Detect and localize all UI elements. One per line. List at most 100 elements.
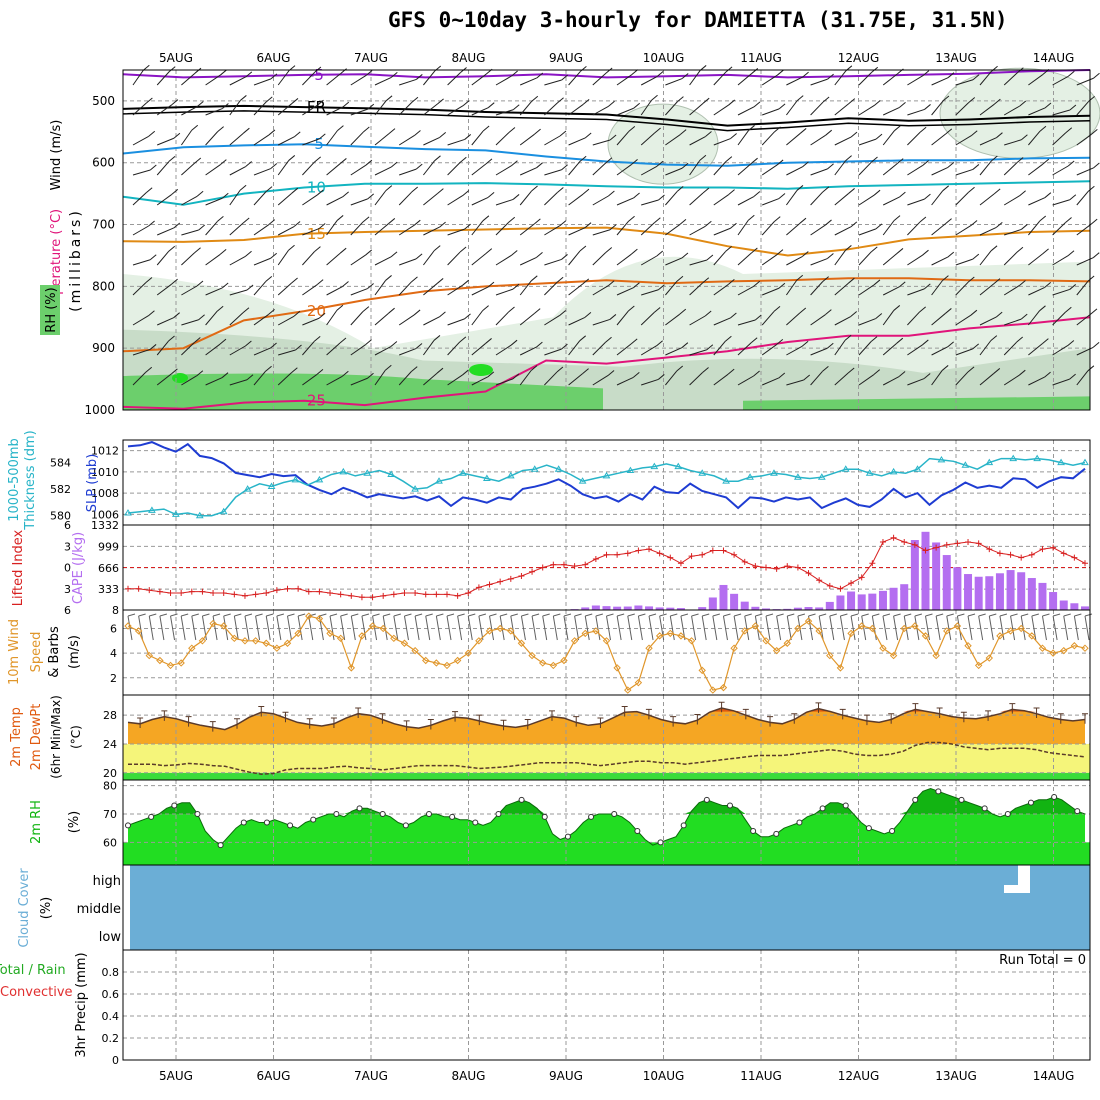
wind-barb-flag: [239, 184, 247, 191]
wind-barb-flag: [270, 252, 278, 259]
li-marker: [529, 568, 536, 575]
wind-barb: [907, 165, 923, 176]
wind-barb: [689, 315, 706, 326]
wind10m-barb-flag: [414, 613, 423, 617]
wind10m-barb-flag: [893, 613, 901, 617]
wind-barb: [689, 372, 703, 386]
wind-barb: [156, 250, 170, 266]
wind-barb: [1076, 370, 1089, 386]
li-marker: [911, 541, 918, 548]
wind-barb-flag: [337, 125, 344, 132]
li-marker: [454, 592, 461, 599]
li-marker: [858, 574, 865, 581]
wind-barb-flag: [246, 374, 254, 381]
wind-barb: [665, 370, 678, 386]
wind-barb-flag: [706, 344, 714, 351]
wind10m-barb-flag: [446, 613, 455, 617]
wind-speed-line: [127, 615, 1086, 691]
wind-barb: [1052, 165, 1069, 176]
wind-barb-flag: [609, 314, 617, 320]
wind-barb: [253, 134, 270, 146]
li-marker: [965, 539, 972, 545]
wind10m-barb: [478, 615, 484, 641]
wind10m-barb-flag: [425, 613, 433, 617]
rh2m-marker: [240, 819, 247, 826]
wind-barb: [132, 259, 151, 266]
wind-barb-flag: [631, 159, 638, 165]
wind-barb-flag: [559, 220, 567, 227]
temp-max-marker: [767, 716, 774, 727]
temp-area: [128, 708, 1085, 744]
wind-barb: [592, 375, 609, 386]
wind-barb-flag: [1042, 248, 1049, 255]
wind-barb: [519, 100, 533, 116]
wind-barb-flag: [702, 277, 710, 284]
thickness-marker: [602, 471, 611, 479]
x-tick-bottom-9AUG: 9AUG: [549, 1069, 583, 1083]
wind-barb: [302, 138, 320, 146]
wind-barb-flag: [922, 249, 929, 256]
li-marker: [975, 540, 982, 547]
wind10m-barb-flag: [670, 613, 678, 617]
wind10m-barb-flag: [351, 613, 359, 617]
wind-barb-flag: [415, 253, 423, 260]
wind-barb: [181, 195, 198, 206]
wind-barb-flag: [1065, 217, 1072, 223]
wind-barb: [544, 281, 558, 296]
wind-barb-flag: [1091, 129, 1098, 135]
thickness-marker: [554, 465, 563, 472]
wind10m-barb-flag: [191, 613, 199, 617]
rh-spot: [469, 364, 493, 376]
wind-barb: [907, 311, 921, 326]
wind10m-barb-flag: [659, 613, 667, 617]
wind-barb-flag: [1044, 102, 1052, 109]
wind-barb: [1052, 255, 1069, 266]
wind-barb-flag: [534, 218, 541, 225]
wind10m-barb-flag: [1021, 613, 1029, 617]
wind-barb: [181, 252, 195, 266]
wind-barb: [616, 253, 632, 266]
wind-barb: [326, 309, 338, 326]
wind-barb: [447, 195, 464, 206]
cape-bar: [698, 607, 707, 610]
wind-barb: [447, 284, 463, 296]
wind-barb-flag: [1069, 104, 1077, 111]
wind-barb-flag: [362, 216, 370, 223]
wind-barb-flag: [1020, 313, 1028, 320]
wind-barb-flag: [268, 309, 275, 315]
wind-barb: [907, 254, 923, 266]
wind-barb-flag: [385, 364, 392, 371]
wind-barb-flag: [365, 159, 373, 166]
wind-barb-flag: [776, 249, 784, 256]
wind-speed-marker: [730, 644, 738, 652]
wind-barb: [399, 78, 417, 86]
wind10m-barb-flag: [266, 613, 274, 617]
temp-max-marker: [282, 711, 289, 723]
wind-barb: [713, 284, 729, 296]
wind-barb: [785, 190, 798, 206]
wind-barb: [907, 75, 924, 86]
wind-barb-flag: [1087, 365, 1095, 372]
wind-barb: [1028, 310, 1040, 326]
wind-speed-marker: [911, 622, 919, 630]
thickness-marker: [291, 475, 300, 483]
wind-barb: [277, 70, 290, 86]
wind-barb: [229, 345, 246, 356]
li-marker: [635, 547, 642, 554]
li-marker: [507, 575, 514, 582]
wind10m-barb-flag: [297, 613, 306, 617]
thickness-marker: [363, 469, 372, 476]
wind-barb: [834, 372, 849, 386]
thickness-marker: [985, 458, 994, 466]
cape-bar: [1027, 578, 1036, 610]
li-marker: [273, 587, 280, 594]
wind-barb-flag: [605, 247, 613, 253]
wind-barb-flag: [776, 69, 784, 76]
x-tick-top-7AUG: 7AUG: [354, 51, 388, 65]
cape-bar: [793, 607, 802, 610]
li-marker: [582, 561, 589, 568]
cape-bar: [666, 607, 675, 610]
wind-barb-flag: [1068, 70, 1075, 77]
wind-barb: [181, 162, 196, 176]
